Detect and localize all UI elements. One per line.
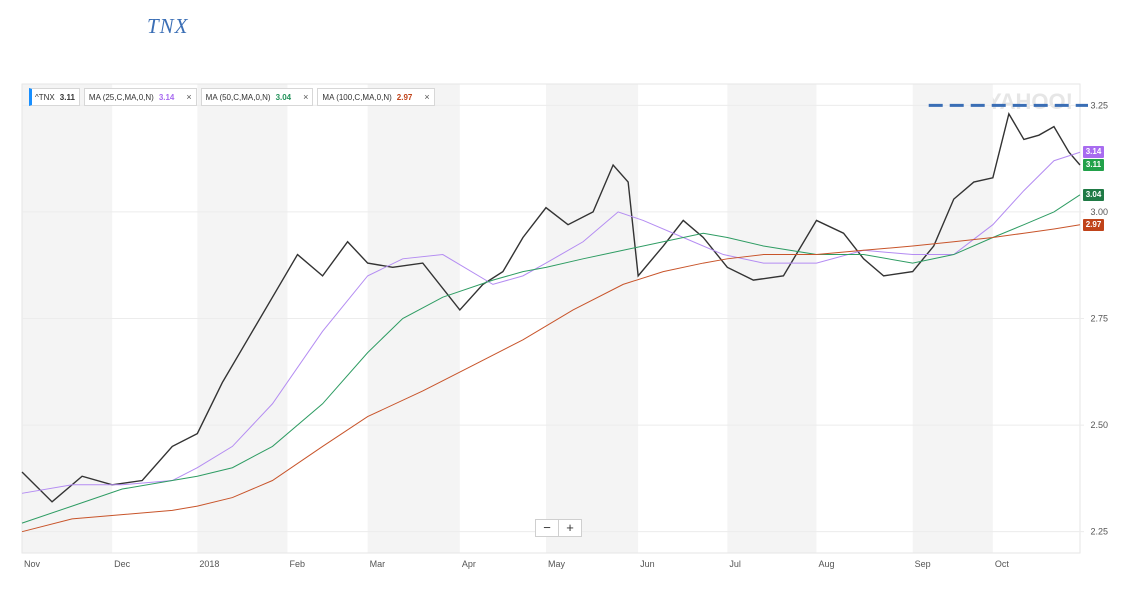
x-tick-label: Sep bbox=[915, 559, 931, 569]
price-tag: 3.04 bbox=[1083, 188, 1104, 201]
grid-lines bbox=[22, 104, 1084, 533]
y-tick-label: 2.50 bbox=[1090, 420, 1108, 430]
legend-label: MA (50,C,MA,0,N) bbox=[205, 92, 271, 102]
legend-value: 3.11 bbox=[59, 92, 75, 102]
legend: ^TNX 3.11 MA (25,C,MA,0,N) 3.14 × MA (50,C,MA… bbox=[29, 88, 435, 106]
legend-label: MA (100,C,MA,0,N) bbox=[322, 92, 392, 102]
legend-item-ma: MA (25,C,MA,0,N) 3.14 × bbox=[83, 88, 197, 106]
yahoo-watermark: YAHOO! bbox=[987, 89, 1073, 114]
x-tick-label: Jun bbox=[640, 559, 655, 569]
legend-label: MA (25,C,MA,0,N) bbox=[88, 92, 154, 102]
price-tag: 3.14 bbox=[1083, 146, 1104, 159]
chart-title: TNX bbox=[147, 14, 189, 38]
x-tick-label: May bbox=[548, 559, 566, 569]
moving-average-line bbox=[21, 194, 1081, 524]
x-tick-label: Oct bbox=[995, 559, 1010, 569]
legend-item-tnx: ^TNX 3.11 bbox=[29, 88, 80, 106]
price-tag: 3.11 bbox=[1083, 159, 1104, 171]
legend-value: 3.14 bbox=[158, 92, 175, 102]
close-icon[interactable]: × bbox=[303, 92, 309, 102]
legend-value: 2.97 bbox=[396, 92, 413, 102]
y-tick-label: 2.75 bbox=[1090, 314, 1108, 324]
y-tick-label: 3.25 bbox=[1090, 100, 1108, 110]
price-line bbox=[21, 112, 1081, 503]
x-tick-label: Jul bbox=[729, 559, 741, 569]
close-icon[interactable]: × bbox=[424, 92, 430, 102]
zoom-control: − + bbox=[535, 519, 582, 537]
x-tick-label: Feb bbox=[290, 559, 306, 569]
series-lines bbox=[21, 112, 1081, 533]
x-tick-label: Aug bbox=[819, 559, 835, 569]
zoom-in-button[interactable]: + bbox=[566, 520, 574, 535]
y-axis-ticks: 2.25 2.50 2.75 3.00 3.25 bbox=[1090, 100, 1108, 536]
y-tick-label: 3.00 bbox=[1090, 207, 1108, 217]
legend-item-ma: MA (100,C,MA,0,N) 2.97 × bbox=[317, 88, 435, 106]
zoom-out-button[interactable]: − bbox=[543, 520, 551, 535]
x-axis-ticks: Nov Dec 2018 Feb Mar Apr May Jun Jul Aug Sep Oct bbox=[24, 559, 1009, 569]
x-tick-label: 2018 bbox=[199, 559, 219, 569]
legend-item-ma: MA (50,C,MA,0,N) 3.04 × bbox=[200, 88, 314, 106]
moving-average-line bbox=[21, 224, 1081, 533]
close-icon[interactable]: × bbox=[186, 92, 192, 102]
zoom-separator bbox=[558, 520, 559, 536]
x-tick-label: Apr bbox=[462, 559, 476, 569]
legend-label: ^TNX bbox=[35, 92, 55, 102]
price-tag: 2.97 bbox=[1083, 218, 1104, 231]
x-tick-label: Dec bbox=[114, 559, 131, 569]
x-tick-label: Mar bbox=[370, 559, 386, 569]
x-tick-label: Nov bbox=[24, 559, 41, 569]
legend-value: 3.04 bbox=[275, 92, 292, 102]
moving-average-line bbox=[21, 151, 1081, 494]
y-tick-label: 2.25 bbox=[1090, 527, 1108, 537]
